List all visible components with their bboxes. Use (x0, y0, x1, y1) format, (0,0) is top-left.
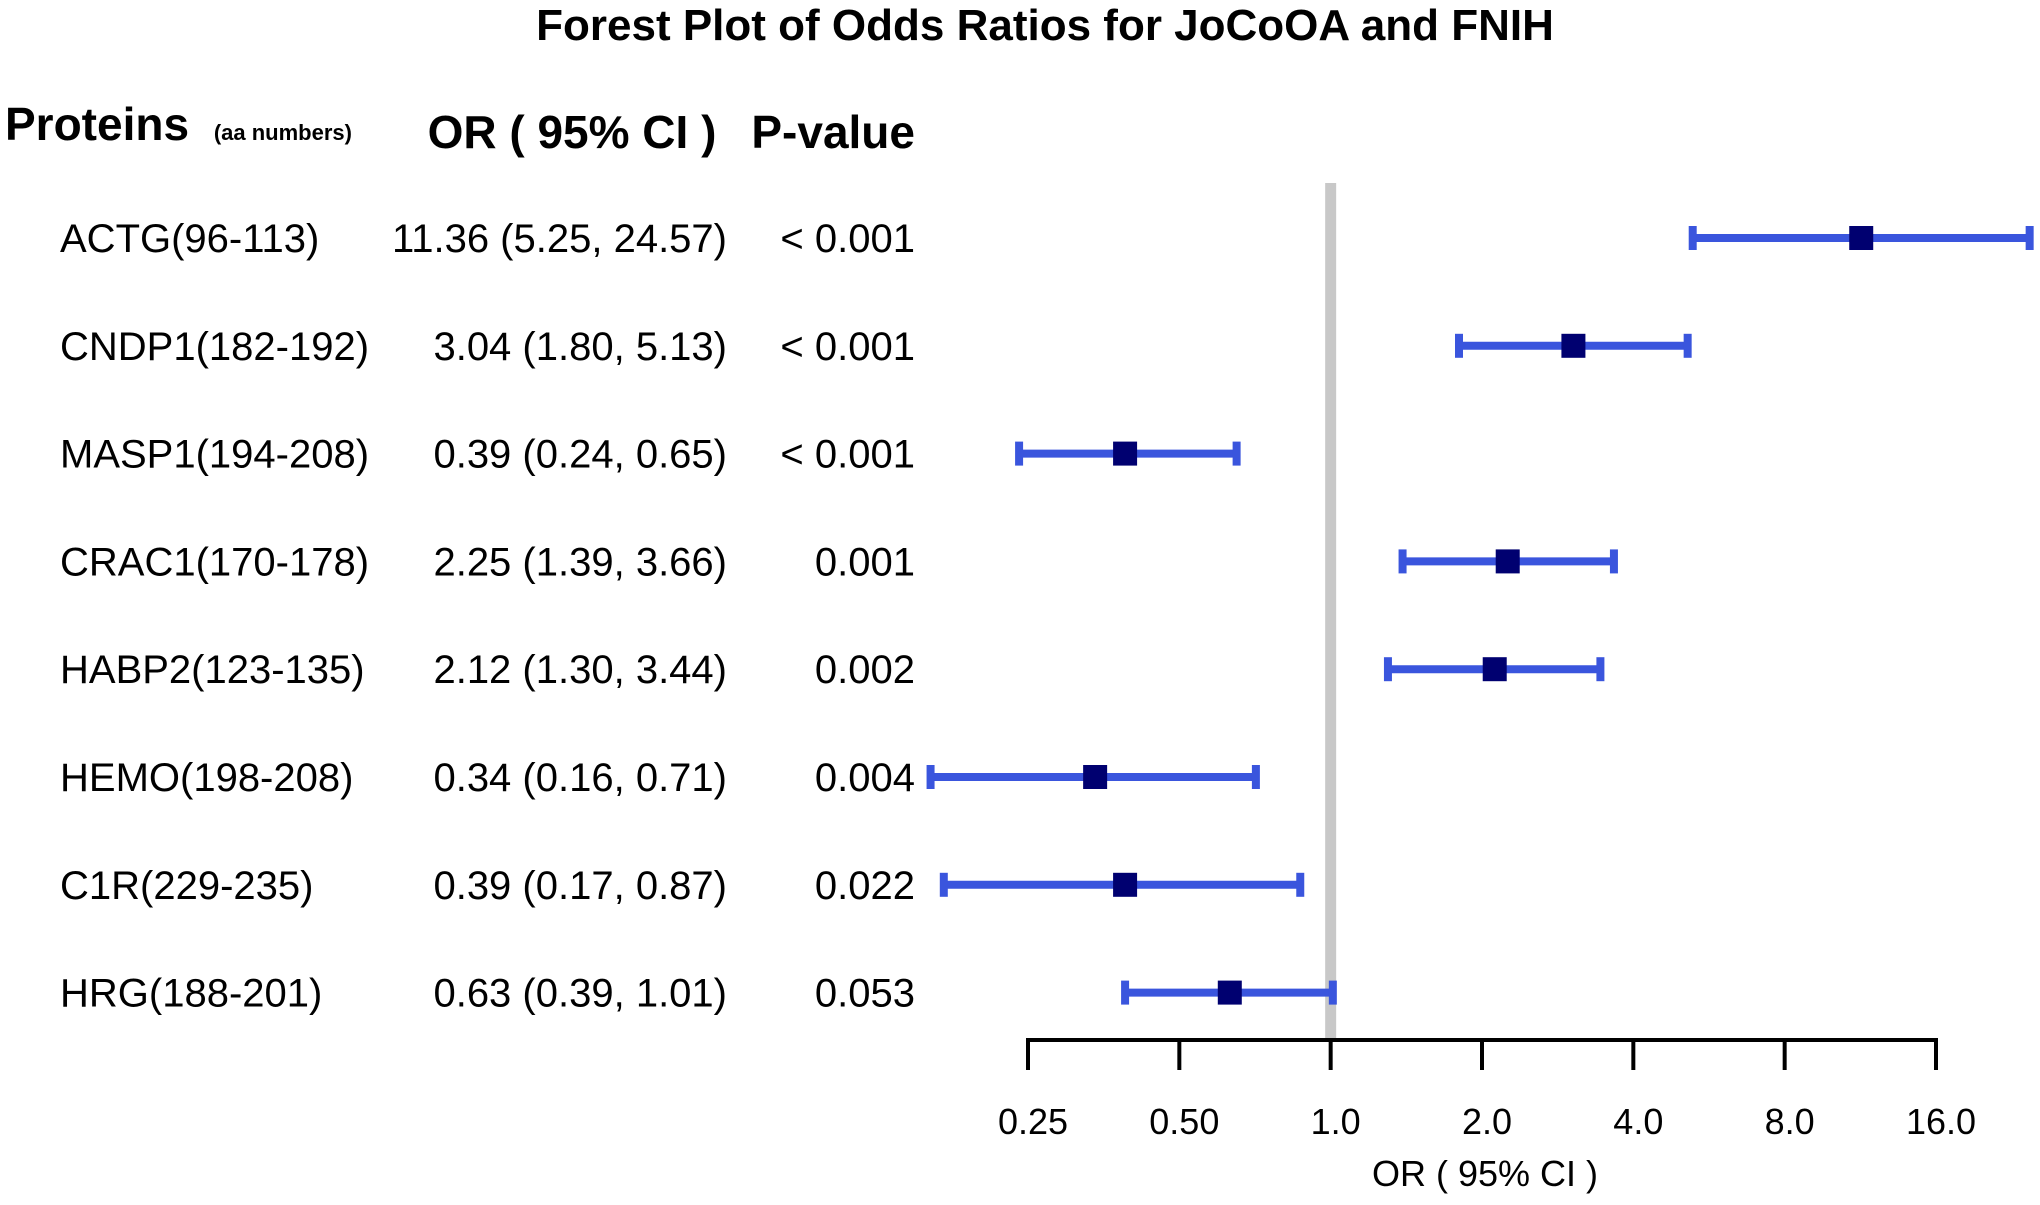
or-point-marker (1849, 226, 1874, 250)
row-pvalue-label: 0.022 (815, 864, 915, 908)
row-pvalue-label: < 0.001 (780, 433, 915, 477)
or-point-marker (1482, 657, 1507, 682)
ci-row (939, 872, 1305, 897)
ci-row (1688, 226, 2034, 250)
ci-row (1398, 549, 1618, 574)
row-pvalue-label: < 0.001 (780, 325, 915, 369)
ci-row (1121, 980, 1337, 1005)
column-header-proteins-main: Proteins (5, 98, 189, 150)
or-point-marker (1113, 441, 1138, 466)
x-axis-label: OR ( 95% CI ) (1372, 1153, 1598, 1194)
row-pvalue-label: < 0.001 (780, 217, 915, 261)
ci-marks-layer (926, 226, 2034, 1005)
row-or-ci-label: 0.63 (0.39, 1.01) (433, 972, 727, 1016)
row-or-ci-label: 3.04 (1.80, 5.13) (433, 325, 727, 369)
x-tick-label: 0.25 (998, 1101, 1068, 1142)
row-or-ci-label: 0.39 (0.24, 0.65) (433, 433, 727, 477)
ci-row (1383, 657, 1605, 682)
or-point-marker (1113, 872, 1138, 897)
x-tick-label: 0.50 (1149, 1101, 1219, 1142)
row-or-ci-label: 0.34 (0.16, 0.71) (433, 756, 727, 800)
table-rows: ACTG(96-113) 11.36 (5.25, 24.57) < 0.001 CN… (60, 217, 915, 1016)
row-or-ci-label: 2.12 (1.30, 3.44) (433, 648, 727, 692)
row-pvalue-label: 0.002 (815, 648, 915, 692)
row-protein-label: HEMO(198-208) (60, 756, 353, 800)
column-header-proteins-sub: (aa numbers) (214, 120, 352, 145)
ci-row (1454, 333, 1692, 358)
column-header-or-ci: OR ( 95% CI ) (428, 106, 717, 158)
or-point-marker (1217, 980, 1242, 1005)
row-pvalue-label: 0.004 (815, 756, 915, 800)
x-tick-label: 2.0 (1462, 1101, 1512, 1142)
or-point-marker (1495, 549, 1520, 574)
row-or-ci-label: 0.39 (0.17, 0.87) (433, 864, 727, 908)
x-axis: 0.25 0.50 1.0 2.0 4.0 8.0 16.0 (998, 1038, 1976, 1142)
row-or-ci-label: 2.25 (1.39, 3.66) (433, 540, 727, 584)
row-protein-label: C1R(229-235) (60, 864, 313, 908)
row-or-ci-label: 11.36 (5.25, 24.57) (392, 217, 727, 261)
column-header-pvalue: P-value (751, 106, 915, 158)
row-protein-label: MASP1(194-208) (60, 433, 369, 477)
ci-row (926, 765, 1260, 789)
row-protein-label: CRAC1(170-178) (60, 540, 369, 584)
row-pvalue-label: 0.001 (815, 540, 915, 584)
x-tick-label: 1.0 (1311, 1101, 1361, 1142)
or-point-marker (1561, 333, 1586, 358)
column-header-proteins: Proteins (aa numbers) (5, 98, 352, 150)
row-protein-label: CNDP1(182-192) (60, 325, 369, 369)
row-protein-label: HRG(188-201) (60, 972, 322, 1016)
row-protein-label: HABP2(123-135) (60, 648, 365, 692)
ci-row (1015, 441, 1241, 466)
chart-title: Forest Plot of Odds Ratios for JoCoOA an… (536, 1, 1554, 50)
x-tick-label: 8.0 (1765, 1101, 1815, 1142)
row-pvalue-label: 0.053 (815, 972, 915, 1016)
or-point-marker (1083, 765, 1108, 789)
x-tick-label: 4.0 (1613, 1101, 1663, 1142)
x-tick-label: 16.0 (1906, 1101, 1976, 1142)
row-protein-label: ACTG(96-113) (60, 217, 319, 261)
